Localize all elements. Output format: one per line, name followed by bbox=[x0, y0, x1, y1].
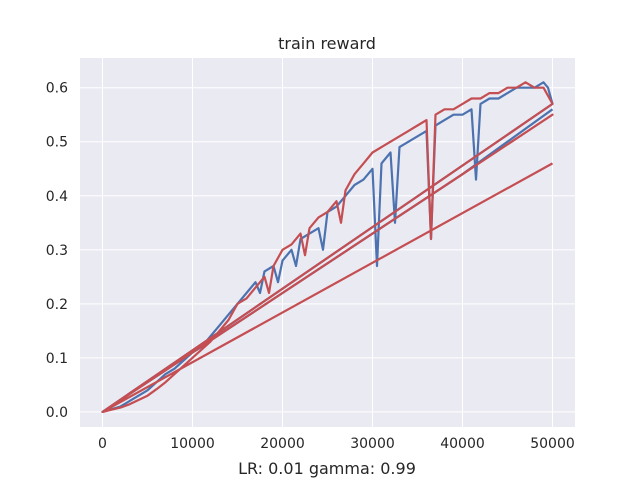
x-tick-label: 40000 bbox=[440, 436, 485, 452]
y-tick-label: 0.0 bbox=[46, 405, 68, 421]
y-tick-label: 0.1 bbox=[46, 351, 68, 367]
y-tick-label: 0.3 bbox=[46, 243, 68, 259]
x-tick-label: 20000 bbox=[260, 436, 305, 452]
x-tick-label: 0 bbox=[98, 436, 107, 452]
series-group bbox=[101, 81, 554, 413]
x-tick-label: 30000 bbox=[350, 436, 395, 452]
x-tick-label: 10000 bbox=[170, 436, 215, 452]
x-tick-label: 50000 bbox=[530, 436, 575, 452]
grid bbox=[80, 58, 575, 427]
y-axis-ticks: 0.0 0.1 0.2 0.3 0.4 0.5 0.6 bbox=[46, 81, 68, 421]
x-axis-label: LR: 0.01 gamma: 0.99 bbox=[238, 459, 416, 478]
chart-title: train reward bbox=[278, 34, 376, 53]
y-tick-label: 0.4 bbox=[46, 189, 68, 205]
y-tick-label: 0.6 bbox=[46, 81, 68, 97]
x-axis-ticks: 0 10000 20000 30000 40000 50000 bbox=[98, 436, 575, 452]
y-tick-label: 0.5 bbox=[46, 135, 68, 151]
series-line-2 bbox=[101, 81, 554, 413]
y-tick-label: 0.2 bbox=[46, 297, 68, 313]
plot-area bbox=[80, 58, 575, 427]
